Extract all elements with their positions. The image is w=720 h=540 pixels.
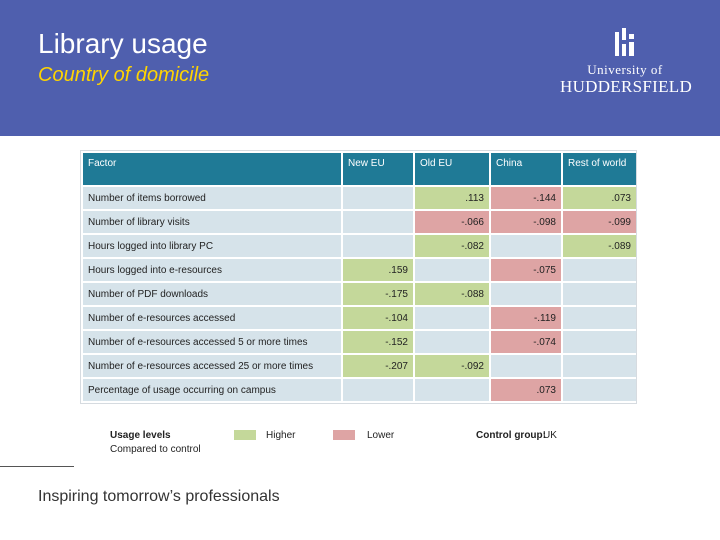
table-row: Number of e-resources accessed -.104 -.119 <box>83 307 636 329</box>
factor-cell: Percentage of usage occurring on campus <box>83 379 341 401</box>
crest-icon <box>615 28 634 56</box>
value-cell: -.066 <box>415 211 489 233</box>
university-logo: University of HUDDERSFIELD <box>560 28 693 100</box>
table-row: Hours logged into library PC -.082 -.089 <box>83 235 636 257</box>
value-cell <box>343 235 413 257</box>
value-cell <box>343 379 413 401</box>
value-cell <box>563 379 636 401</box>
table-row: Number of PDF downloads -.175 -.088 <box>83 283 636 305</box>
value-cell: .073 <box>563 187 636 209</box>
value-cell: -.207 <box>343 355 413 377</box>
value-cell: -.088 <box>415 283 489 305</box>
value-cell <box>343 187 413 209</box>
control-group-value: UK <box>543 430 557 441</box>
legend-label-lower: Lower <box>367 430 395 441</box>
table-row: Number of e-resources accessed 25 or mor… <box>83 355 636 377</box>
usage-table-container: Factor New EU Old EU China Rest of world… <box>80 150 637 404</box>
value-cell <box>491 283 561 305</box>
column-header-new-eu: New EU <box>343 153 413 185</box>
control-group-label: Control group: <box>476 430 546 441</box>
factor-cell: Hours logged into e-resources <box>83 259 341 281</box>
slide-header: Library usage Country of domicile Univer… <box>0 0 720 136</box>
footer-divider <box>0 466 74 467</box>
factor-cell: Number of e-resources accessed <box>83 307 341 329</box>
column-header-rest-of-world: Rest of world <box>563 153 636 185</box>
logo-text-line2: HUDDERSFIELD <box>560 77 693 96</box>
value-cell: -.119 <box>491 307 561 329</box>
factor-cell: Number of e-resources accessed 25 or mor… <box>83 355 341 377</box>
value-cell: .073 <box>491 379 561 401</box>
value-cell <box>563 259 636 281</box>
value-cell <box>563 283 636 305</box>
legend-title: Usage levels <box>110 430 171 441</box>
value-cell <box>563 331 636 353</box>
value-cell: -.144 <box>491 187 561 209</box>
value-cell: -.099 <box>563 211 636 233</box>
slide-title: Library usage <box>38 28 208 59</box>
table-row: Number of items borrowed .113 -.144.073 <box>83 187 636 209</box>
usage-table: Factor New EU Old EU China Rest of world… <box>81 151 638 403</box>
column-header-china: China <box>491 153 561 185</box>
value-cell <box>491 235 561 257</box>
legend-swatch-higher <box>234 430 256 440</box>
value-cell: -.098 <box>491 211 561 233</box>
table-row: Hours logged into e-resources .159 -.075 <box>83 259 636 281</box>
value-cell <box>415 259 489 281</box>
value-cell: -.175 <box>343 283 413 305</box>
value-cell <box>415 331 489 353</box>
factor-cell: Number of items borrowed <box>83 187 341 209</box>
factor-cell: Number of e-resources accessed 5 or more… <box>83 331 341 353</box>
legend-swatch-lower <box>333 430 355 440</box>
logo-text-line1: University of <box>587 62 663 77</box>
table-row: Number of library visits -.066 -.098 -.099 <box>83 211 636 233</box>
value-cell: -.082 <box>415 235 489 257</box>
value-cell: -.074 <box>491 331 561 353</box>
table-row: Number of e-resources accessed 5 or more… <box>83 331 636 353</box>
value-cell: -.089 <box>563 235 636 257</box>
factor-cell: Hours logged into library PC <box>83 235 341 257</box>
factor-cell: Number of PDF downloads <box>83 283 341 305</box>
value-cell: .113 <box>415 187 489 209</box>
value-cell: -.092 <box>415 355 489 377</box>
value-cell <box>415 307 489 329</box>
table-header-row: Factor New EU Old EU China Rest of world <box>83 153 636 185</box>
factor-cell: Number of library visits <box>83 211 341 233</box>
value-cell: -.104 <box>343 307 413 329</box>
value-cell <box>415 379 489 401</box>
value-cell <box>491 355 561 377</box>
legend-label-higher: Higher <box>266 430 296 441</box>
table-row: Percentage of usage occurring on campus.… <box>83 379 636 401</box>
value-cell: .159 <box>343 259 413 281</box>
value-cell: -.152 <box>343 331 413 353</box>
value-cell <box>343 211 413 233</box>
value-cell: -.075 <box>491 259 561 281</box>
column-header-factor: Factor <box>83 153 341 185</box>
footer-tagline: Inspiring tomorrow’s professionals <box>38 488 280 505</box>
value-cell <box>563 307 636 329</box>
value-cell <box>563 355 636 377</box>
column-header-old-eu: Old EU <box>415 153 489 185</box>
slide-subtitle: Country of domicile <box>38 64 210 86</box>
legend: Usage levels Compared to control Higher … <box>110 428 610 460</box>
legend-subtitle: Compared to control <box>110 444 201 455</box>
